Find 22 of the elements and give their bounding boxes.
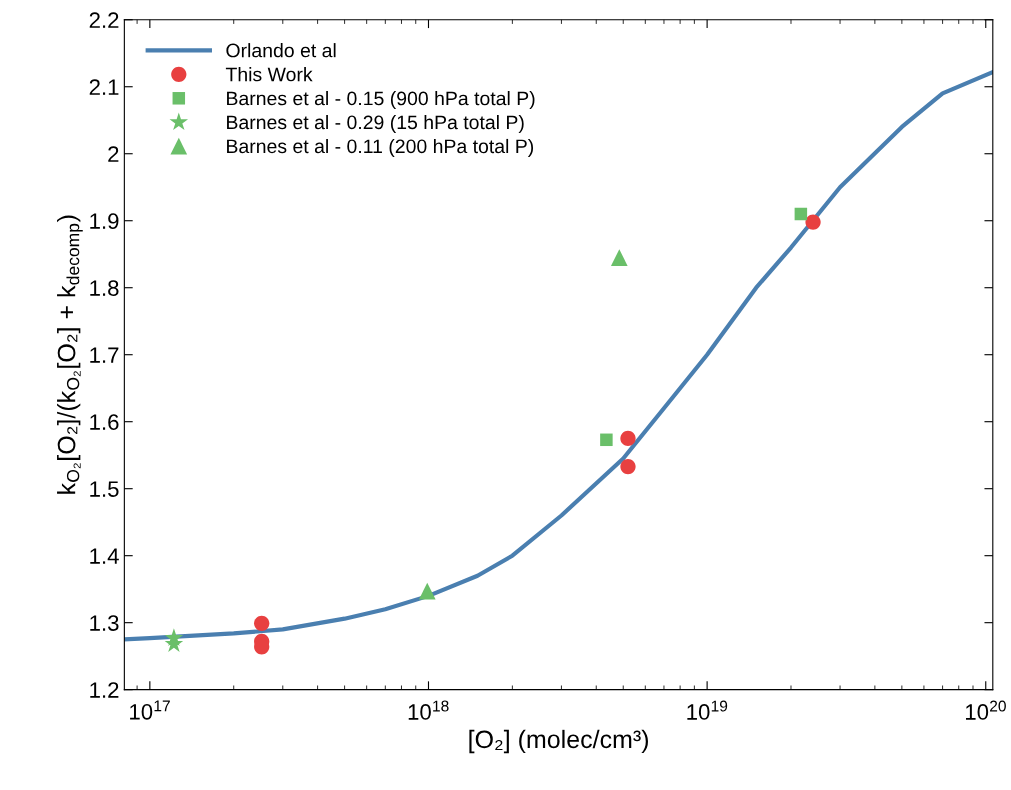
- y-tick-label: 1.8: [90, 280, 119, 296]
- y-tick-label: 1.9: [90, 213, 119, 229]
- x-tick-label: 10$^{20}$: [966, 700, 1006, 720]
- y-tick-label: 1.4: [90, 548, 119, 564]
- x-tick-label: 10$^{19}$: [687, 700, 728, 720]
- legend-label: This Work: [225, 67, 313, 82]
- legend-label: Orlando et al: [226, 43, 336, 58]
- legend-label: Barnes et al - 0.29 (15 hPa total P): [227, 114, 524, 134]
- legend-label: Barnes et al - 0.15 (900 hPa total P): [227, 91, 535, 110]
- y-tick-label: 1.5: [90, 481, 119, 497]
- legend-label: Barnes et al - 0.11 (200 hPa total P): [227, 138, 534, 158]
- x-axis-title: [O₂] (molec/cm³): [469, 729, 648, 754]
- y-tick-label: 1.2: [90, 682, 119, 698]
- y-tick-label: 2.2: [89, 12, 119, 28]
- y-axis-title: k$_{O₂}$[O₂]/(k$_{O₂}$[O₂] + k$_{decomp}$): [57, 215, 83, 494]
- y-tick-label: 2: [108, 146, 119, 162]
- y-tick-label: 1.7: [90, 347, 119, 363]
- y-tick-label: 1.6: [90, 414, 119, 430]
- x-tick-label: 10$^{17}$: [130, 700, 170, 720]
- y-tick-label: 2.1: [89, 79, 119, 95]
- y-tick-label: 1.3: [90, 615, 119, 631]
- x-tick-label: 10$^{18}$: [408, 700, 449, 720]
